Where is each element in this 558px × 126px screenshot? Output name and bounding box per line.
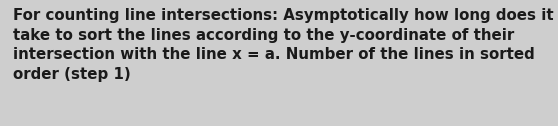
Text: For counting line intersections: Asymptotically how long does it
take to sort th: For counting line intersections: Asympto…: [13, 8, 554, 82]
